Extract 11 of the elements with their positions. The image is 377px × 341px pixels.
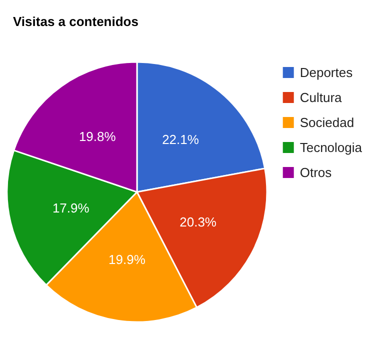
legend-label: Tecnologia	[300, 140, 363, 155]
data-label: 20.3%	[180, 214, 217, 230]
data-label: 19.9%	[108, 252, 146, 267]
legend-label: Cultura	[300, 90, 343, 105]
legend-label: Sociedad	[300, 115, 354, 130]
legend-label: Otros	[300, 165, 332, 180]
data-label: 19.8%	[78, 129, 116, 144]
data-label: 22.1%	[162, 132, 200, 148]
chart-title: Visitas a contenidos	[13, 14, 138, 29]
legend-label: Deportes	[300, 65, 354, 80]
data-label: 17.9%	[52, 200, 90, 216]
